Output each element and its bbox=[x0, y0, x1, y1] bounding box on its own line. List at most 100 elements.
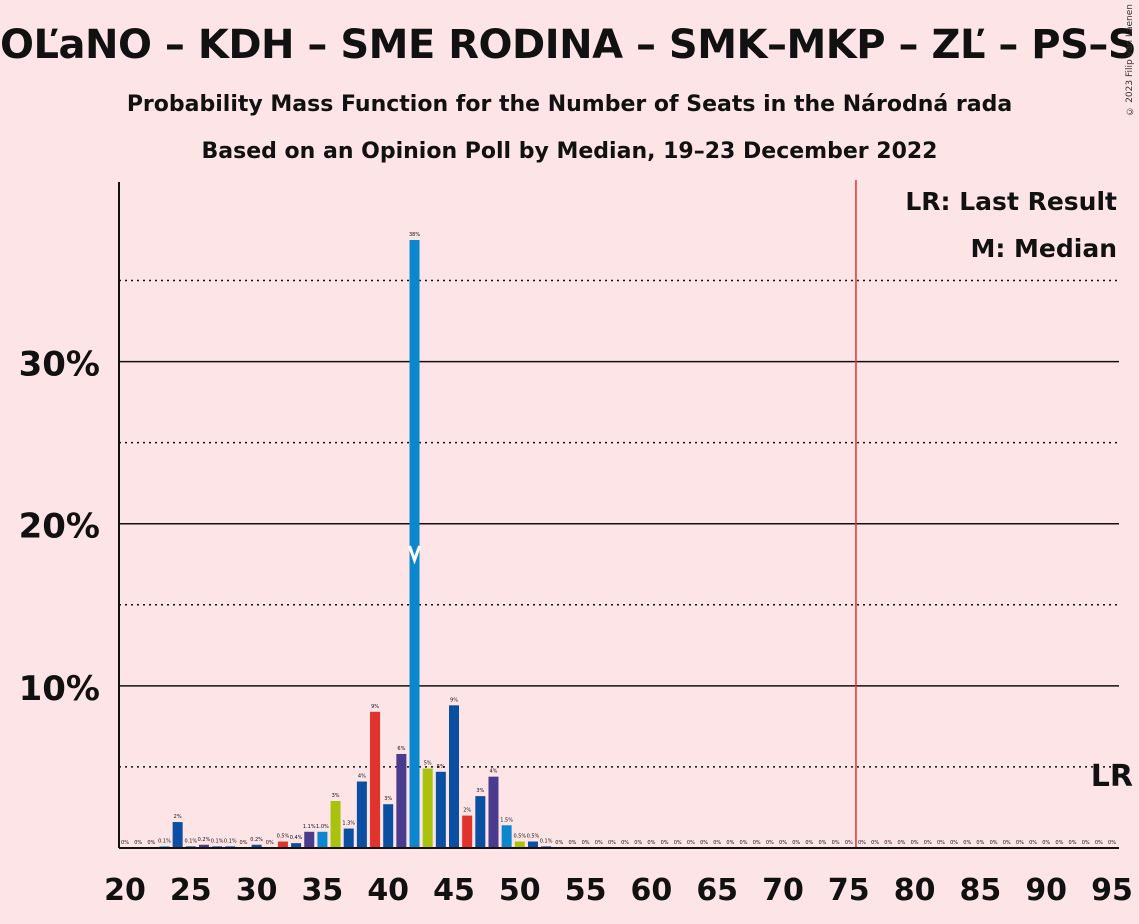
x-tick-label: 70 bbox=[762, 873, 804, 908]
bar-label-seat-44: 5% bbox=[437, 764, 445, 770]
bar-label-seat-70: 0% bbox=[779, 840, 787, 846]
bar-label-seat-36: 3% bbox=[332, 793, 340, 799]
bar-label-seat-61: 0% bbox=[661, 840, 669, 846]
bar-label-seat-34: 1.1% bbox=[303, 824, 316, 830]
bar-label-seat-75: 0% bbox=[845, 840, 853, 846]
bar-label-seat-78: 0% bbox=[884, 840, 892, 846]
bar-label-seat-88: 0% bbox=[1016, 840, 1024, 846]
bar-seat-30 bbox=[251, 844, 262, 848]
lr-marker-label: LR bbox=[1091, 759, 1133, 794]
x-tick-label: 25 bbox=[170, 873, 212, 908]
y-tick-label: 30% bbox=[19, 345, 100, 385]
bar-seat-48 bbox=[488, 776, 499, 848]
bar-seat-24 bbox=[172, 822, 183, 848]
bar-label-seat-47: 3% bbox=[476, 788, 484, 794]
bar-label-seat-73: 0% bbox=[819, 840, 827, 846]
bar-label-seat-84: 0% bbox=[963, 840, 971, 846]
bar-seat-50 bbox=[514, 841, 525, 848]
bar-seat-47 bbox=[475, 796, 486, 848]
bar-label-seat-72: 0% bbox=[805, 840, 813, 846]
bar-label-seat-67: 0% bbox=[740, 840, 748, 846]
bar-label-seat-33: 0.4% bbox=[290, 835, 303, 841]
bar-label-seat-52: 0.1% bbox=[540, 838, 553, 844]
bar-label-seat-26: 0.2% bbox=[198, 837, 211, 843]
bar-label-seat-89: 0% bbox=[1029, 840, 1037, 846]
bar-label-seat-46: 2% bbox=[463, 808, 471, 814]
bar-label-seat-91: 0% bbox=[1055, 840, 1063, 846]
bar-label-seat-83: 0% bbox=[950, 840, 958, 846]
x-tick-label: 90 bbox=[1025, 873, 1067, 908]
bar-label-seat-66: 0% bbox=[726, 840, 734, 846]
bar-label-seat-95: 0% bbox=[1108, 840, 1116, 846]
bar-seat-38 bbox=[356, 781, 367, 848]
bar-label-seat-80: 0% bbox=[911, 840, 919, 846]
bar-label-seat-63: 0% bbox=[687, 840, 695, 846]
bar-seat-34 bbox=[304, 831, 315, 848]
x-tick-label: 75 bbox=[828, 873, 870, 908]
grid-lines bbox=[119, 279, 1119, 768]
x-tick-label: 85 bbox=[960, 873, 1002, 908]
bar-label-seat-23: 0.1% bbox=[158, 838, 171, 844]
bar-label-seat-20: 0% bbox=[121, 840, 129, 846]
bar-label-seat-62: 0% bbox=[674, 840, 682, 846]
bar-label-seat-30: 0.2% bbox=[250, 837, 263, 843]
bar-label-seat-87: 0% bbox=[1003, 840, 1011, 846]
bar-label-seat-49: 1.5% bbox=[500, 817, 513, 823]
y-tick-label: 20% bbox=[19, 507, 100, 547]
bar-label-seat-35: 1.0% bbox=[316, 824, 329, 830]
bar-label-seat-39: 9% bbox=[371, 704, 379, 710]
bar-label-seat-27: 0.1% bbox=[211, 838, 224, 844]
bar-seat-40 bbox=[383, 804, 394, 848]
bar-seat-46 bbox=[462, 815, 473, 848]
bar-label-seat-45: 9% bbox=[450, 697, 458, 703]
bar-label-seat-41: 6% bbox=[397, 746, 405, 752]
bar-seat-39 bbox=[370, 711, 381, 848]
x-tick-label: 65 bbox=[696, 873, 738, 908]
bar-label-seat-24: 2% bbox=[174, 814, 182, 820]
bar-seat-33 bbox=[291, 843, 302, 848]
bar-label-seat-42: 38% bbox=[409, 232, 420, 238]
bar-seat-37 bbox=[343, 828, 354, 848]
bar-label-seat-51: 0.5% bbox=[527, 834, 540, 840]
bar-label-seat-38: 4% bbox=[358, 774, 366, 780]
bar-label-seat-59: 0% bbox=[634, 840, 642, 846]
bar-series bbox=[159, 240, 552, 848]
bar-label-seat-93: 0% bbox=[1082, 840, 1090, 846]
x-tick-label: 30 bbox=[236, 873, 278, 908]
legend-entry: M: Median bbox=[970, 234, 1117, 263]
bar-label-seat-81: 0% bbox=[924, 840, 932, 846]
bar-label-seat-28: 0.1% bbox=[224, 838, 237, 844]
bar-label-seat-69: 0% bbox=[766, 840, 774, 846]
bar-label-seat-85: 0% bbox=[976, 840, 984, 846]
bar-label-seat-64: 0% bbox=[700, 840, 708, 846]
bar-label-seat-90: 0% bbox=[1042, 840, 1050, 846]
bar-seat-35 bbox=[317, 831, 328, 848]
chart-title: OĽaNO – KDH – SME RODINA – SMK–MKP – ZĽ … bbox=[0, 22, 1139, 68]
x-tick-label: 45 bbox=[433, 873, 475, 908]
bar-label-seat-94: 0% bbox=[1095, 840, 1103, 846]
bar-label-seat-58: 0% bbox=[621, 840, 629, 846]
bar-label-seat-76: 0% bbox=[858, 840, 866, 846]
bar-label-seat-71: 0% bbox=[792, 840, 800, 846]
bar-label-seat-79: 0% bbox=[897, 840, 905, 846]
bar-seat-44 bbox=[435, 771, 446, 848]
bar-label-seat-55: 0% bbox=[582, 840, 590, 846]
median-marker bbox=[408, 545, 421, 565]
bar-label-seat-82: 0% bbox=[937, 840, 945, 846]
bar-label-seat-43: 5% bbox=[424, 761, 432, 767]
x-tick-label: 35 bbox=[302, 873, 344, 908]
bar-seat-49 bbox=[501, 825, 512, 848]
bar-label-seat-68: 0% bbox=[753, 840, 761, 846]
bar-label-seat-25: 0.1% bbox=[184, 838, 197, 844]
bar-label-seat-92: 0% bbox=[1069, 840, 1077, 846]
bar-seat-43 bbox=[422, 768, 433, 848]
bar-label-seat-37: 1.3% bbox=[342, 821, 355, 827]
bar-value-labels: 0% 0% 0% 0.1%2%0.1% 0.2% 0.1% 0.1% 0%0.2%0%0.5%… bbox=[121, 232, 1116, 846]
bar-seat-36 bbox=[330, 800, 341, 848]
x-tick-label: 80 bbox=[894, 873, 936, 908]
bar-label-seat-50: 0.5% bbox=[513, 834, 526, 840]
bar-seat-51 bbox=[527, 841, 538, 848]
bar-label-seat-29: 0% bbox=[239, 840, 247, 846]
x-tick-label: 20 bbox=[104, 873, 146, 908]
